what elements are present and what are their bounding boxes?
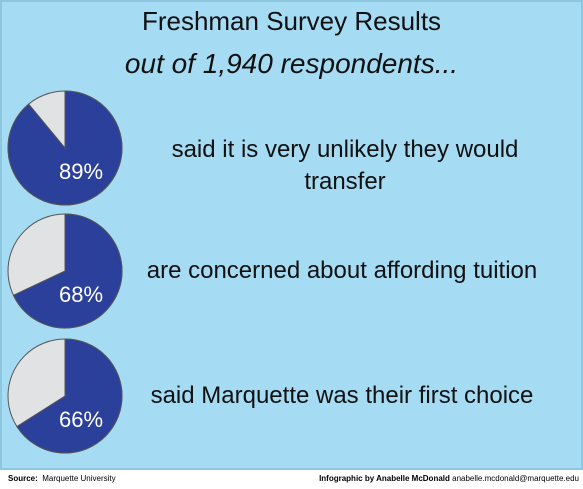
pie-slice — [16, 338, 123, 454]
annotation: said Marquette was their first choice — [150, 382, 534, 409]
credit-label: Infographic by Anabelle McDonald — [319, 474, 450, 483]
pie-slice — [12, 213, 123, 329]
source-name: Marquette University — [42, 474, 116, 483]
value-label: 68% — [59, 282, 103, 307]
value-label: 66% — [59, 407, 103, 432]
credit-email: anabelle.mcdonald@marquette.edu — [452, 474, 579, 483]
value-label: 89% — [59, 159, 103, 184]
footer: Source: Marquette University Infographic… — [0, 470, 583, 489]
title: Freshman Survey Results — [141, 6, 442, 36]
subtitle: out of 1,940 respondents... — [124, 48, 459, 79]
source: Source: Marquette University — [8, 474, 116, 483]
source-label: Source: — [8, 474, 38, 483]
annotation: said it is very unlikely they would tran… — [171, 136, 519, 195]
pie-slice — [7, 90, 123, 206]
annotation: are concerned about affording tuition — [146, 257, 538, 284]
credit: Infographic by Anabelle McDonald anabell… — [319, 474, 579, 483]
pie-group: 89% 68% 66% — [7, 90, 123, 454]
